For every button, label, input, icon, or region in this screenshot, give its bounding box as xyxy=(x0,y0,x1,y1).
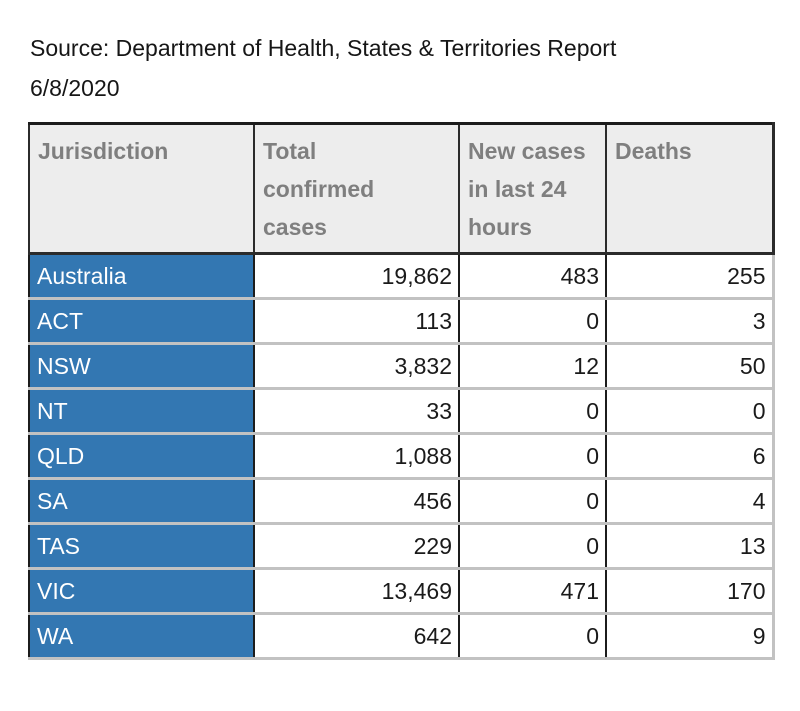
cell-deaths: 6 xyxy=(605,432,775,480)
header-row: Jurisdiction Total confirmed cases New c… xyxy=(28,122,775,255)
row-header-jurisdiction: VIC xyxy=(28,567,255,615)
row-header-jurisdiction: SA xyxy=(28,477,255,525)
cell-deaths: 50 xyxy=(605,342,775,390)
cell-new-cases-24h: 0 xyxy=(458,432,607,480)
table-row-wa: WA 642 0 9 xyxy=(28,612,775,660)
cell-total-confirmed-cases: 456 xyxy=(253,477,460,525)
cell-total-confirmed-cases: 19,862 xyxy=(253,252,460,300)
source-caption: Source: Department of Health, States & T… xyxy=(30,35,617,101)
cell-new-cases-24h: 0 xyxy=(458,522,607,570)
table-row-tas: TAS 229 0 13 xyxy=(28,522,775,570)
row-header-jurisdiction: ACT xyxy=(28,297,255,345)
cell-deaths: 0 xyxy=(605,387,775,435)
cell-deaths: 3 xyxy=(605,297,775,345)
table-row-vic: VIC 13,469 471 170 xyxy=(28,567,775,615)
row-header-jurisdiction: WA xyxy=(28,612,255,660)
cell-deaths: 4 xyxy=(605,477,775,525)
row-header-jurisdiction: TAS xyxy=(28,522,255,570)
column-header-jurisdiction: Jurisdiction xyxy=(28,122,255,255)
cell-deaths: 9 xyxy=(605,612,775,660)
cell-new-cases-24h: 471 xyxy=(458,567,607,615)
cell-new-cases-24h: 0 xyxy=(458,387,607,435)
cell-new-cases-24h: 0 xyxy=(458,297,607,345)
table-row-sa: SA 456 0 4 xyxy=(28,477,775,525)
row-header-jurisdiction: QLD xyxy=(28,432,255,480)
column-header-deaths: Deaths xyxy=(605,122,775,255)
cell-total-confirmed-cases: 13,469 xyxy=(253,567,460,615)
cell-deaths: 170 xyxy=(605,567,775,615)
cell-total-confirmed-cases: 229 xyxy=(253,522,460,570)
cell-new-cases-24h: 0 xyxy=(458,612,607,660)
row-header-jurisdiction: Australia xyxy=(28,252,255,300)
page: Source: Department of Health, States & T… xyxy=(28,35,775,660)
column-header-new-cases-24h: New cases in last 24 hours xyxy=(458,122,607,255)
cell-total-confirmed-cases: 113 xyxy=(253,297,460,345)
cell-deaths: 13 xyxy=(605,522,775,570)
cell-total-confirmed-cases: 3,832 xyxy=(253,342,460,390)
cell-deaths: 255 xyxy=(605,252,775,300)
cell-new-cases-24h: 483 xyxy=(458,252,607,300)
table-row-nsw: NSW 3,832 12 50 xyxy=(28,342,775,390)
cell-total-confirmed-cases: 1,088 xyxy=(253,432,460,480)
table-row-qld: QLD 1,088 0 6 xyxy=(28,432,775,480)
cell-new-cases-24h: 0 xyxy=(458,477,607,525)
column-header-total-confirmed-cases: Total confirmed cases xyxy=(253,122,460,255)
row-header-jurisdiction: NSW xyxy=(28,342,255,390)
table-row-act: ACT 113 0 3 xyxy=(28,297,775,345)
covid-jurisdiction-table: Jurisdiction Total confirmed cases New c… xyxy=(28,122,775,660)
cell-total-confirmed-cases: 642 xyxy=(253,612,460,660)
cell-total-confirmed-cases: 33 xyxy=(253,387,460,435)
table-row-australia: Australia 19,862 483 255 xyxy=(28,252,775,300)
cell-new-cases-24h: 12 xyxy=(458,342,607,390)
row-header-jurisdiction: NT xyxy=(28,387,255,435)
table-row-nt: NT 33 0 0 xyxy=(28,387,775,435)
